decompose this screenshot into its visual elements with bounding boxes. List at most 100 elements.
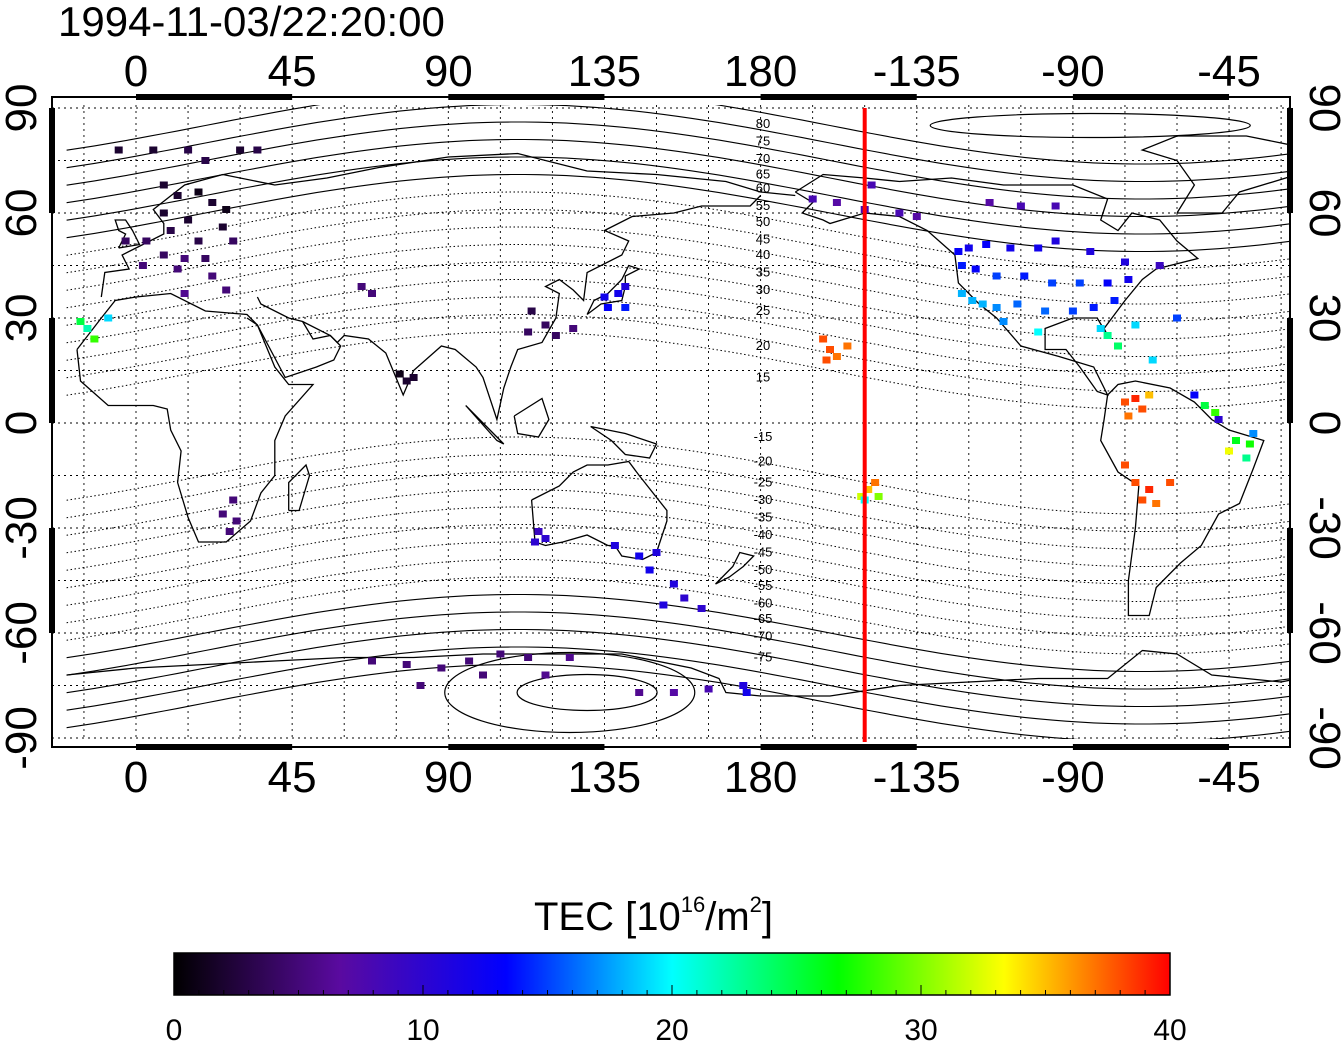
tec-point bbox=[236, 146, 245, 154]
tec-point bbox=[1214, 416, 1223, 423]
contour-label: -70 bbox=[754, 629, 773, 644]
tec-point bbox=[402, 661, 411, 668]
tec-point bbox=[739, 682, 748, 689]
contour-line bbox=[66, 663, 1290, 739]
contour-label: -75 bbox=[754, 650, 773, 665]
tec-point bbox=[1166, 479, 1175, 486]
tec-point bbox=[1051, 202, 1060, 210]
tec-point bbox=[610, 542, 619, 549]
tec-point bbox=[201, 255, 210, 262]
tec-point bbox=[982, 241, 991, 248]
tec-point bbox=[368, 290, 376, 297]
tec-point bbox=[149, 146, 158, 154]
contour-label: -65 bbox=[754, 611, 773, 626]
tec-point bbox=[1131, 395, 1140, 402]
tec-point bbox=[697, 605, 706, 612]
tec-point bbox=[912, 213, 921, 220]
coastline bbox=[1140, 135, 1290, 214]
tec-point bbox=[680, 594, 689, 602]
coastline bbox=[100, 152, 796, 298]
lon-tick-label-bottom: -135 bbox=[873, 753, 961, 802]
contour-line bbox=[66, 593, 1290, 673]
tec-point bbox=[992, 272, 1001, 280]
tec-point bbox=[1034, 328, 1043, 336]
contour-label: 80 bbox=[756, 116, 770, 131]
tec-point bbox=[479, 671, 487, 679]
contour-label: -45 bbox=[754, 545, 773, 560]
tec-point bbox=[1103, 332, 1112, 339]
contour-label: 60 bbox=[756, 181, 770, 196]
lon-tick-label-bottom: 90 bbox=[424, 753, 473, 802]
coastline bbox=[590, 425, 658, 459]
contour-label: 25 bbox=[756, 303, 770, 318]
tec-point bbox=[90, 335, 99, 343]
coastline bbox=[246, 317, 342, 379]
frame-bar-bottom bbox=[136, 744, 293, 750]
tec-point bbox=[208, 272, 217, 280]
tec-point bbox=[222, 286, 231, 294]
coastline bbox=[513, 397, 550, 438]
tec-point bbox=[541, 535, 550, 542]
contour-ellipse bbox=[929, 112, 1251, 139]
tec-point bbox=[409, 374, 418, 381]
contour-label: 40 bbox=[756, 247, 770, 262]
colorbar-label-unit-exponent: 2 bbox=[749, 892, 762, 917]
frame-bar-top bbox=[136, 94, 293, 100]
tec-point bbox=[968, 297, 977, 304]
contour-label: 75 bbox=[756, 133, 770, 148]
tec-point bbox=[843, 342, 852, 350]
lon-tick-label-bottom: -90 bbox=[1041, 753, 1105, 802]
tec-point bbox=[357, 283, 366, 290]
tec-point bbox=[1110, 297, 1119, 304]
contour-line bbox=[66, 331, 1290, 410]
tec-point bbox=[603, 304, 612, 311]
tec-point bbox=[180, 255, 189, 262]
tec-point bbox=[808, 195, 817, 203]
frame-bar-right bbox=[1287, 528, 1293, 633]
tec-point bbox=[1089, 304, 1098, 311]
tec-point bbox=[1145, 391, 1154, 399]
coastline bbox=[465, 405, 505, 445]
contour-line bbox=[66, 173, 1290, 253]
lat-tick-label-left: -30 bbox=[0, 496, 46, 560]
tec-point bbox=[971, 265, 980, 273]
lon-tick-label-bottom: 45 bbox=[268, 753, 317, 802]
colorbar-tick-label: 0 bbox=[166, 1014, 183, 1047]
contour-label: 35 bbox=[756, 265, 770, 280]
tec-point bbox=[864, 486, 873, 493]
tec-point bbox=[402, 377, 411, 385]
tec-point bbox=[1138, 496, 1147, 504]
frame-bar-bottom bbox=[1072, 744, 1230, 750]
lat-tick-label-right: 30 bbox=[1300, 294, 1344, 343]
frame-bar-left bbox=[49, 318, 55, 423]
tec-point bbox=[138, 262, 147, 269]
tec-point bbox=[871, 479, 880, 486]
tec-point bbox=[985, 199, 994, 206]
tec-point bbox=[496, 650, 505, 658]
lon-tick-label-top: 180 bbox=[724, 47, 797, 96]
contour-label: -25 bbox=[754, 475, 773, 490]
magnetic-latitude-contours bbox=[66, 105, 1290, 739]
tec-point bbox=[1131, 479, 1140, 486]
tec-point bbox=[1016, 202, 1025, 210]
tec-point bbox=[1041, 307, 1050, 315]
tec-point bbox=[395, 370, 404, 378]
tec-point bbox=[621, 283, 630, 290]
tec-point bbox=[1124, 412, 1133, 420]
tec-point bbox=[166, 227, 175, 234]
tec-point bbox=[551, 332, 560, 339]
tec-point bbox=[83, 325, 92, 332]
lon-tick-label-top: 90 bbox=[424, 47, 473, 96]
tec-point bbox=[524, 654, 533, 661]
tec-point bbox=[635, 552, 644, 560]
contour-line bbox=[66, 279, 1290, 357]
lat-tick-label-right: -30 bbox=[1300, 496, 1344, 560]
contour-line bbox=[66, 209, 1290, 287]
contour-ellipse bbox=[444, 651, 696, 734]
contour-line bbox=[66, 506, 1290, 585]
contour-label: 30 bbox=[756, 282, 770, 297]
contour-label: -60 bbox=[754, 595, 773, 610]
tec-point bbox=[1034, 244, 1043, 252]
tec-point bbox=[159, 251, 168, 259]
tec-point bbox=[659, 601, 668, 609]
